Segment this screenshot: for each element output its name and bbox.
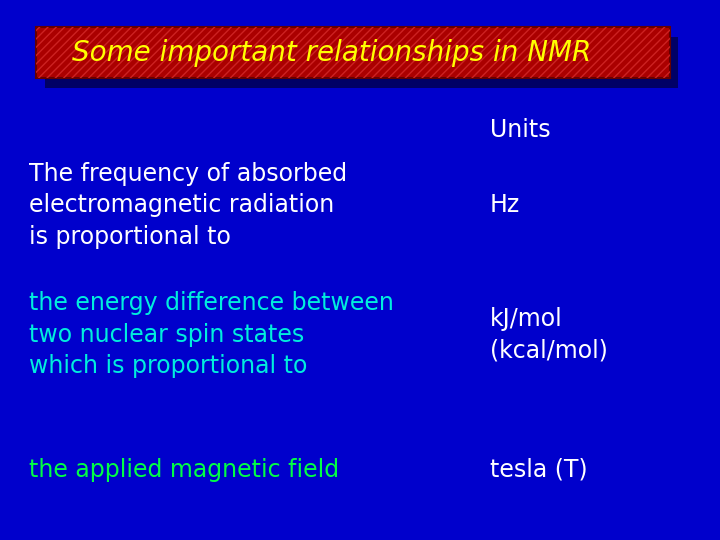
Bar <box>36 27 670 78</box>
Text: the applied magnetic field: the applied magnetic field <box>29 458 339 482</box>
Text: the energy difference between
two nuclear spin states
which is proportional to: the energy difference between two nuclea… <box>29 291 394 379</box>
Text: tesla (T): tesla (T) <box>490 458 588 482</box>
Text: Hz: Hz <box>490 193 520 217</box>
Bar <box>45 37 678 88</box>
Text: kJ/mol
(kcal/mol): kJ/mol (kcal/mol) <box>490 307 608 362</box>
Bar <box>36 27 670 78</box>
Text: The frequency of absorbed
electromagnetic radiation
is proportional to: The frequency of absorbed electromagneti… <box>29 161 347 249</box>
Text: Some important relationships in NMR: Some important relationships in NMR <box>71 39 591 66</box>
Text: Units: Units <box>490 118 550 141</box>
